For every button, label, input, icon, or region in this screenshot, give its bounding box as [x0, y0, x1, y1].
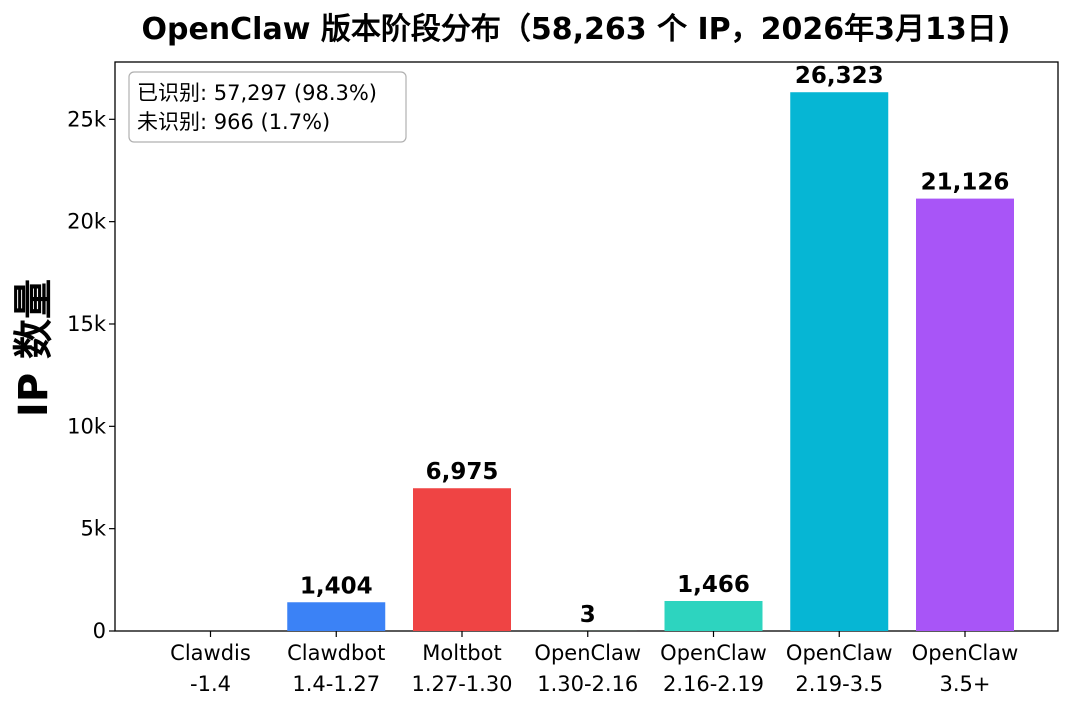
- annotation-line-unrecognized: 未识别: 966 (1.7%): [137, 110, 330, 134]
- y-tick-label: 15k: [67, 312, 107, 336]
- bars: [287, 92, 1014, 631]
- bar: [664, 600, 763, 631]
- y-axis-label: IP 数量: [11, 279, 57, 417]
- x-category-label-line1: OpenClaw: [912, 641, 1019, 665]
- y-tick-label: 5k: [80, 517, 106, 541]
- x-category-label-line1: OpenClaw: [534, 641, 641, 665]
- y-tick-label: 20k: [67, 210, 107, 234]
- bar-value-label: 1,404: [300, 573, 373, 599]
- x-category-label-line2: 1.30-2.16: [537, 672, 638, 696]
- y-tick-label: 0: [93, 619, 106, 643]
- x-category-label-line1: OpenClaw: [660, 641, 767, 665]
- bar-value-label: 21,126: [921, 170, 1010, 196]
- bar: [413, 488, 511, 631]
- bar-value-label: 3: [580, 602, 596, 628]
- bar-value-label: 26,323: [795, 63, 884, 89]
- x-category-label-line2: 2.19-3.5: [795, 672, 883, 696]
- x-category-label-line2: 2.16-2.19: [663, 672, 764, 696]
- x-category-label-line1: OpenClaw: [786, 641, 893, 665]
- x-category-label-line2: -1.4: [190, 672, 231, 696]
- bar-value-label: 1,466: [677, 572, 750, 598]
- x-category-label-line2: 3.5+: [940, 672, 991, 696]
- x-category-label-line1: Clawdbot: [287, 641, 385, 665]
- y-tick-label: 25k: [67, 107, 107, 131]
- bar: [916, 198, 1014, 631]
- annotation-line-recognized: 已识别: 57,297 (98.3%): [137, 81, 377, 105]
- y-tick-label: 10k: [67, 414, 107, 438]
- chart-title: OpenClaw 版本阶段分布（58,263 个 IP，2026年3月13日): [141, 12, 1010, 47]
- x-category-label-line2: 1.4-1.27: [292, 672, 380, 696]
- annotation-box: 已识别: 57,297 (98.3%) 未识别: 966 (1.7%): [128, 71, 407, 143]
- bar: [287, 602, 386, 631]
- x-category-label-line1: Moltbot: [422, 641, 501, 665]
- x-category-label-line1: Clawdis: [170, 641, 251, 665]
- bar-value-label: 6,975: [426, 459, 499, 485]
- x-axis-category-labels: Clawdis -1.4 Clawdbot 1.4-1.27 Moltbot 1.27-1…: [170, 631, 1018, 696]
- bar: [790, 92, 889, 631]
- y-axis-ticks: 0 5k 10k 15k 20k 25k: [67, 107, 115, 643]
- x-category-label-line2: 1.27-1.30: [411, 672, 512, 696]
- bar-value-labels: 1,404 6,975 3 1,466 26,323 21,126: [300, 63, 1010, 628]
